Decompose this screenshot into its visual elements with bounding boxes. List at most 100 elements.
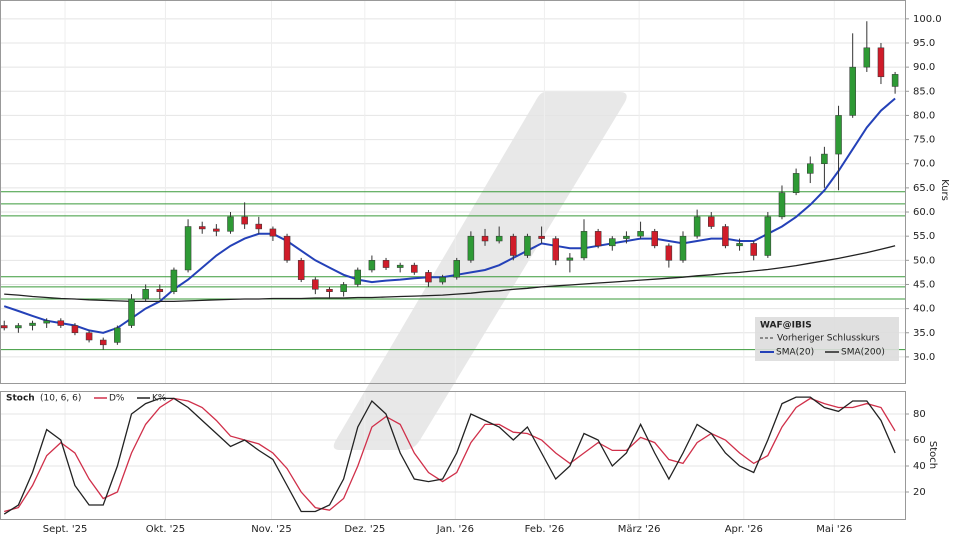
x-tick-label: März '26 — [618, 524, 661, 535]
y-tick-label: 75.0 — [913, 135, 935, 146]
stoch-axis-label: Stoch — [927, 441, 938, 469]
price-panel-frame — [0, 0, 906, 384]
stoch-title: Stoch — [6, 394, 35, 404]
y-tick-label: 80.0 — [913, 110, 935, 121]
candle-body — [863, 47, 871, 68]
candle-body — [128, 298, 135, 326]
candle-body — [778, 192, 786, 218]
candle-body — [708, 216, 715, 227]
y-tick-label: 65.0 — [913, 183, 935, 194]
legend-label: SMA(200) — [841, 348, 885, 358]
candle-body — [693, 216, 701, 237]
candle-body — [213, 228, 220, 232]
candle-body — [411, 264, 418, 273]
candle-body — [227, 216, 234, 232]
candle-body — [665, 245, 673, 261]
candle-body — [566, 257, 574, 261]
x-tick-label: Mai '26 — [816, 524, 852, 535]
legend-label: K% — [152, 394, 167, 404]
series-line — [3, 396, 896, 515]
y-tick-label: 20 — [913, 487, 926, 498]
candle-body — [85, 332, 93, 341]
candle-body — [326, 289, 333, 292]
stoch-params: (10, 6, 6) — [40, 394, 81, 404]
series-line — [4, 245, 896, 303]
x-tick-label: Sept. '25 — [43, 524, 88, 535]
y-tick-label: 95.0 — [913, 38, 935, 49]
candle-body — [269, 228, 277, 237]
legend-box — [755, 317, 899, 361]
candle-body — [29, 322, 36, 326]
candle-body — [340, 284, 347, 292]
candle-body — [481, 235, 489, 242]
candle-body — [637, 231, 644, 237]
y-tick-label: 70.0 — [913, 159, 935, 170]
candle-body — [156, 289, 164, 292]
candle-body — [835, 115, 842, 155]
candle-body — [425, 272, 432, 283]
candle-body — [71, 325, 79, 334]
candle-body — [467, 235, 475, 261]
candle-body — [312, 279, 319, 290]
candle-body — [297, 260, 305, 280]
y-tick-label: 85.0 — [913, 86, 935, 97]
candle-body — [43, 320, 50, 324]
candle-body — [750, 243, 757, 256]
candle-body — [510, 235, 517, 256]
y-tick-label: 60 — [913, 435, 926, 446]
x-tick-label: Apr. '26 — [725, 524, 763, 535]
y-tick-label: 30.0 — [913, 352, 935, 363]
candle-body — [807, 163, 814, 174]
candle-body — [538, 235, 545, 239]
candle-body — [594, 231, 602, 247]
stoch-header: Stoch (10, 6, 6) D% K% — [6, 394, 167, 404]
candle-body — [609, 238, 616, 247]
candle-body — [679, 235, 687, 261]
plot-layer: 30.0 35.0 40.0 45.0 50.0 55.0 60.0 65.0 70.0 75.0… — [0, 0, 942, 535]
x-tick-label: Jan. '26 — [436, 524, 474, 535]
candle-body — [354, 269, 362, 285]
y-tick-label: 60.0 — [913, 207, 935, 218]
candle-body — [651, 231, 658, 247]
stoch-panel-frame — [0, 391, 906, 520]
candle-body — [764, 216, 772, 256]
candle-body — [722, 226, 729, 247]
candle-body — [15, 325, 22, 329]
legend-label: SMA(20) — [776, 348, 814, 358]
candle-body — [99, 339, 107, 346]
y-tick-label: 35.0 — [913, 328, 935, 339]
legend-label: D% — [109, 394, 125, 404]
candle-body — [382, 260, 390, 268]
candle-body — [439, 276, 446, 283]
candle-body — [849, 66, 856, 116]
candle-body — [736, 243, 743, 247]
candle-body — [623, 235, 630, 239]
candle-body — [495, 235, 503, 242]
candle-body — [142, 289, 149, 300]
candle-body — [453, 260, 460, 278]
candle-body — [241, 216, 248, 225]
y-tick-label: 50.0 — [913, 255, 935, 266]
x-tick-label: Nov. '25 — [251, 524, 292, 535]
candle-body — [114, 327, 121, 343]
series-line — [3, 97, 896, 334]
series-line — [4, 397, 896, 513]
y-tick-label: 40.0 — [913, 304, 935, 315]
candle-body — [368, 260, 376, 271]
candle-body — [891, 74, 899, 87]
candle-body — [184, 226, 192, 271]
y-tick-label: 55.0 — [913, 231, 935, 242]
candle-body — [170, 269, 178, 292]
candle-body — [255, 223, 263, 230]
candle-body — [524, 235, 531, 256]
y-tick-label: 40 — [913, 461, 926, 472]
legend: WAF@IBIS Vorheriger Schlusskurs SMA(20) … — [755, 317, 899, 361]
candle-body — [792, 173, 800, 193]
candle-body — [198, 226, 206, 230]
candle-body — [57, 320, 65, 326]
y-tick-label: 45.0 — [913, 279, 935, 290]
legend-label: Vorheriger Schlusskurs — [777, 334, 880, 344]
candle-body — [552, 238, 559, 261]
candle-body — [580, 231, 588, 259]
